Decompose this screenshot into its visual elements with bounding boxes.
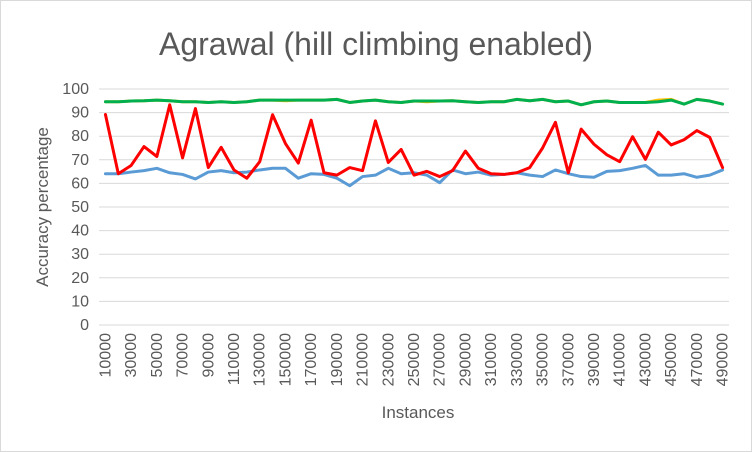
y-tick-label: 60 (71, 175, 89, 192)
x-tick-label: 350000 (535, 333, 552, 386)
x-tick-label: 270000 (432, 333, 449, 386)
x-tick-label: 110000 (226, 333, 243, 385)
x-tick-label: 430000 (637, 333, 654, 386)
x-tick-label: 170000 (303, 333, 320, 386)
x-tick-label: 10000 (97, 333, 114, 378)
y-tick-label: 50 (71, 199, 89, 216)
x-axis-title: Instances (382, 403, 455, 422)
x-tick-label: 450000 (663, 333, 680, 386)
x-tick-label: 470000 (689, 333, 706, 386)
y-axis-title: Accuracy percentage (33, 127, 52, 287)
x-tick-label: 210000 (355, 333, 372, 386)
series-lines (103, 97, 725, 188)
x-tick-labels: 10000 30000 50000 70000 90000 110000 130000 150… (97, 333, 731, 386)
x-tick-label: 490000 (715, 333, 732, 386)
y-tick-label: 0 (80, 317, 89, 334)
y-tick-label: 80 (71, 128, 89, 145)
y-tick-label: 20 (71, 270, 89, 287)
x-tick-label: 250000 (406, 333, 423, 386)
y-tick-label: 90 (71, 105, 89, 122)
x-tick-label: 330000 (509, 333, 526, 386)
series-line-3 (103, 103, 725, 180)
x-tick-label: 290000 (457, 333, 474, 386)
x-tick-label: 370000 (560, 333, 577, 386)
y-tick-label: 10 (71, 293, 89, 310)
x-tick-label: 310000 (483, 333, 500, 386)
x-tick-label: 390000 (586, 333, 603, 386)
x-tick-label: 230000 (380, 333, 397, 386)
x-tick-label: 50000 (149, 333, 166, 378)
y-tick-label: 70 (71, 152, 89, 169)
x-tick-label: 150000 (277, 333, 294, 386)
x-tick-label: 130000 (252, 333, 269, 386)
x-tick-label: 70000 (175, 333, 192, 378)
series-line-4 (103, 97, 725, 107)
chart-title: Agrawal (hill climbing enabled) (159, 26, 593, 62)
x-tick-label: 90000 (200, 333, 217, 378)
gridlines (99, 88, 729, 302)
x-tick-label: 190000 (329, 333, 346, 386)
x-tick-label: 30000 (123, 333, 140, 378)
y-tick-labels: 0 10 20 30 40 50 60 70 80 90 100 (62, 81, 89, 334)
x-tick-label: 410000 (612, 333, 629, 386)
y-tick-label: 30 (71, 246, 89, 263)
y-tick-label: 40 (71, 223, 89, 240)
y-tick-label: 100 (62, 81, 89, 98)
